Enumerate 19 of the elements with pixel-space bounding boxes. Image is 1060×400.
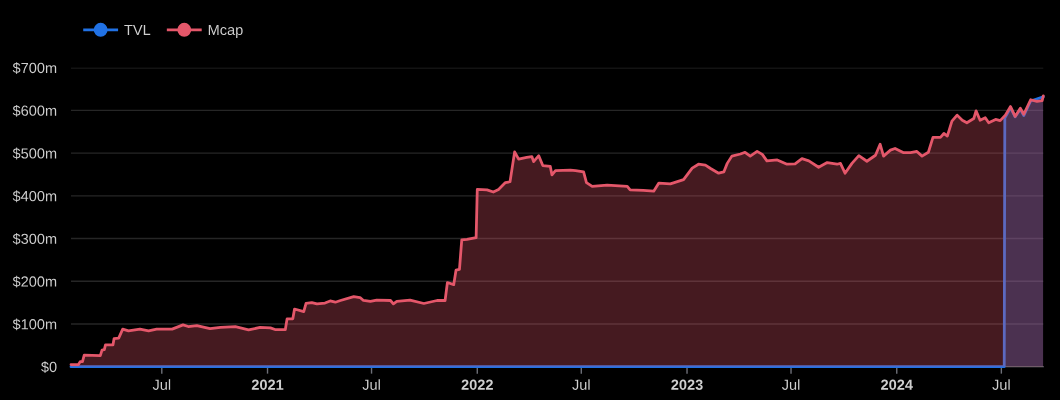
x-tick-label: Jul bbox=[152, 379, 171, 390]
x-tick-label: 2023 bbox=[671, 379, 703, 390]
y-tick-label: $100m bbox=[12, 318, 57, 331]
x-tick-label: Jul bbox=[992, 379, 1010, 390]
legend-label: TVL bbox=[124, 24, 151, 35]
y-tick-label: $0 bbox=[41, 361, 57, 373]
x-tick-label: Jul bbox=[362, 379, 380, 390]
x-tick-label: 2021 bbox=[251, 379, 284, 390]
y-tick-label: $600m bbox=[12, 104, 57, 117]
y-tick-label: $500m bbox=[12, 147, 57, 160]
legend-label: Mcap bbox=[208, 24, 243, 38]
x-tick-label: 2024 bbox=[881, 379, 913, 390]
x-tick-label: 2022 bbox=[461, 379, 493, 390]
y-tick-label: $400m bbox=[12, 190, 57, 203]
y-tick-label: $200m bbox=[12, 275, 57, 288]
x-tick-label: Jul bbox=[572, 379, 590, 390]
y-tick-label: $300m bbox=[12, 233, 57, 245]
x-tick-label: Jul bbox=[781, 379, 800, 390]
y-tick-label: $700m bbox=[12, 62, 57, 74]
